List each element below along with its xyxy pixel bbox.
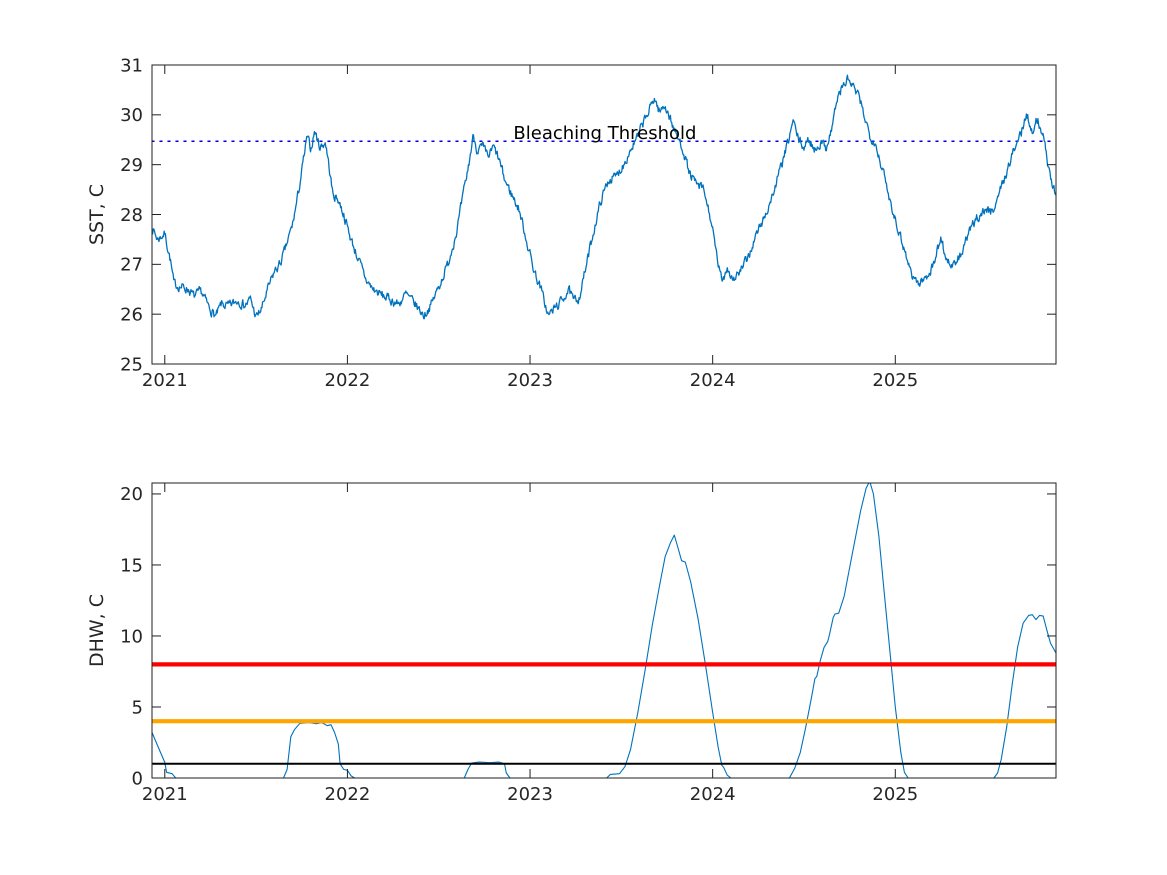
sst-plot-frame: [151, 64, 1057, 365]
x-tick-label: 2023: [507, 370, 553, 391]
y-tick-label: 0: [132, 768, 143, 789]
x-tick-label: 2025: [872, 784, 918, 805]
dhw-y-axis-label: DHW, C: [86, 594, 108, 667]
y-tick-label: 26: [120, 304, 143, 325]
dhw-plot-frame: [151, 482, 1057, 779]
bleaching-threshold-annotation: Bleaching Threshold: [513, 123, 696, 144]
y-tick-label: 5: [132, 697, 143, 718]
y-tick-label: 20: [120, 484, 143, 505]
y-tick-label: 29: [120, 155, 143, 176]
sst-plot-area: [152, 74, 1056, 320]
y-tick-label: 31: [120, 55, 143, 76]
x-tick-label: 2023: [507, 784, 553, 805]
y-tick-label: 15: [120, 555, 143, 576]
x-tick-label: 2022: [325, 370, 371, 391]
y-tick-label: 28: [120, 205, 143, 226]
x-tick-label: 2021: [142, 370, 188, 391]
x-tick-label: 2021: [142, 784, 188, 805]
sst-plot: 2021 2022 2023 2024 2025 25 26 27 28 29 30 31 SST, C…: [86, 55, 1057, 391]
sst-y-axis-label: SST, C: [86, 184, 108, 245]
y-tick-label: 27: [120, 255, 143, 276]
x-tick-label: 2024: [690, 784, 736, 805]
dhw-plot: 2021 2022 2023 2024 2025 0 5 10 15 20 DHW, C: [86, 482, 1057, 805]
x-tick-label: 2022: [325, 784, 371, 805]
y-tick-label: 10: [120, 626, 143, 647]
x-tick-label: 2024: [690, 370, 736, 391]
dhw-dhw-curve-series: [152, 483, 1056, 778]
y-tick-label: 25: [120, 354, 143, 375]
sst-sst-daily-series: [152, 74, 1056, 320]
x-tick-label: 2025: [872, 370, 918, 391]
y-tick-label: 30: [120, 105, 143, 126]
dhw-plot-area: [152, 483, 1056, 778]
